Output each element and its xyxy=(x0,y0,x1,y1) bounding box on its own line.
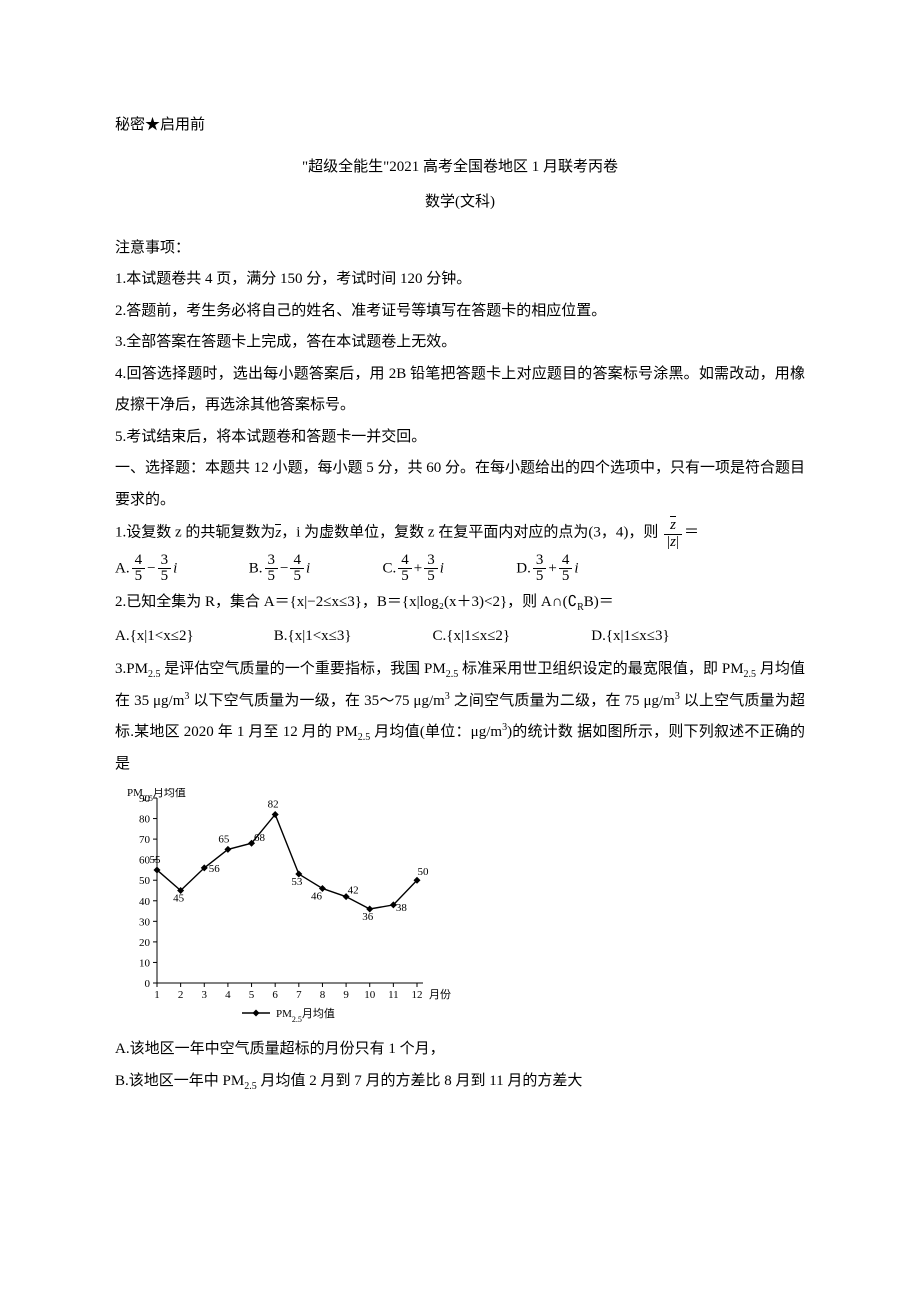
svg-text:50: 50 xyxy=(139,875,151,887)
q2-text: 2.已知全集为 R，集合 A＝{x|−2≤x≤3}，B＝{x|log₂(x＋3)… xyxy=(115,594,577,610)
instruction-item: 2.答题前，考生务必将自己的姓名、准考证号等填写在答题卡的相应位置。 xyxy=(115,296,805,328)
q1-text: ，i 为虚数单位，复数 z 在复平面内对应的点为(3，4)，则 xyxy=(281,525,658,541)
exam-subject: 数学(文科) xyxy=(115,187,805,219)
svg-text:2: 2 xyxy=(178,989,184,1001)
instruction-item: 5.考试结束后，将本试题卷和答题卡一并交回。 xyxy=(115,422,805,454)
option-a: A.{x|1<x≤2} xyxy=(115,621,270,653)
confidential-label: 秘密★启用前 xyxy=(115,110,805,142)
svg-text:月份: 月份 xyxy=(429,988,451,1001)
svg-text:80: 80 xyxy=(139,814,151,826)
option-c: C.{x|1≤x≤2} xyxy=(433,621,588,653)
svg-text:53: 53 xyxy=(291,876,303,888)
question-3: 3.PM2.5 是评估空气质量的一个重要指标，我国 PM2.5 标准采用世卫组织… xyxy=(115,654,805,780)
option-a: A.45−35i xyxy=(115,553,245,586)
option-d: D.35+45i xyxy=(516,553,646,586)
fraction-zbar-over-absz: z |z| xyxy=(664,516,682,551)
question-2: 2.已知全集为 R，集合 A＝{x|−2≤x≤3}，B＝{x|log₂(x＋3)… xyxy=(115,587,805,619)
q3-option-b: B.该地区一年中 PM2.5 月均值 2 月到 7 月的方差比 8 月到 11 … xyxy=(115,1066,805,1098)
question-2-options: A.{x|1<x≤2} B.{x|1<x≤3} C.{x|1≤x≤2} D.{x… xyxy=(115,621,805,653)
q1-text: 1.设复数 z 的共轭复数为 xyxy=(115,525,275,541)
instruction-item: 4.回答选择题时，选出每小题答案后，用 2B 铅笔把答题卡上对应题目的答案标号涂… xyxy=(115,359,805,422)
svg-text:38: 38 xyxy=(396,902,408,914)
instructions-heading: 注意事项： xyxy=(115,233,805,265)
exam-title: "超级全能生"2021 高考全国卷地区 1 月联考丙卷 xyxy=(115,152,805,184)
svg-text:90: 90 xyxy=(139,793,151,805)
instruction-item: 3.全部答案在答题卡上完成，答在本试题卷上无效。 xyxy=(115,327,805,359)
svg-text:45: 45 xyxy=(173,893,185,905)
q1-text: ＝ xyxy=(684,525,699,541)
subscript-r: R xyxy=(577,602,584,613)
question-1: 1.设复数 z 的共轭复数为z，i 为虚数单位，复数 z 在复平面内对应的点为(… xyxy=(115,516,805,551)
pm25-line-chart: PM2.5月均值01020304050607080901234567891011… xyxy=(115,788,455,1028)
svg-text:55: 55 xyxy=(150,854,162,866)
svg-text:30: 30 xyxy=(139,916,151,928)
svg-text:0: 0 xyxy=(145,978,151,990)
svg-text:46: 46 xyxy=(311,890,323,902)
svg-text:11: 11 xyxy=(388,989,399,1001)
svg-text:10: 10 xyxy=(364,989,376,1001)
svg-text:50: 50 xyxy=(418,866,430,878)
svg-text:8: 8 xyxy=(320,989,326,1001)
svg-text:PM2.5月均值: PM2.5月均值 xyxy=(276,1007,335,1024)
svg-text:20: 20 xyxy=(139,937,151,949)
option-b: B.35−45i xyxy=(249,553,379,586)
svg-text:3: 3 xyxy=(202,989,208,1001)
section-heading: 一、选择题：本题共 12 小题，每小题 5 分，共 60 分。在每小题给出的四个… xyxy=(115,453,805,516)
svg-text:10: 10 xyxy=(139,957,151,969)
svg-text:1: 1 xyxy=(154,989,160,1001)
svg-text:12: 12 xyxy=(412,989,423,1001)
svg-text:56: 56 xyxy=(209,863,221,875)
svg-text:5: 5 xyxy=(249,989,255,1001)
question-1-options: A.45−35i B.35−45i C.45+35i D.35+45i xyxy=(115,553,805,586)
option-b: B.{x|1<x≤3} xyxy=(274,621,429,653)
svg-text:9: 9 xyxy=(343,989,349,1001)
svg-text:36: 36 xyxy=(362,911,374,923)
svg-text:82: 82 xyxy=(268,798,279,810)
option-d: D.{x|1≤x≤3} xyxy=(591,621,746,653)
svg-text:68: 68 xyxy=(254,832,266,844)
svg-text:7: 7 xyxy=(296,989,302,1001)
svg-text:6: 6 xyxy=(272,989,278,1001)
q2-text: B)＝ xyxy=(584,594,614,610)
svg-text:70: 70 xyxy=(139,834,151,846)
svg-text:65: 65 xyxy=(218,833,230,845)
q3-option-a: A.该地区一年中空气质量超标的月份只有 1 个月， xyxy=(115,1034,805,1066)
svg-text:40: 40 xyxy=(139,896,151,908)
svg-text:PM2.5月均值: PM2.5月均值 xyxy=(127,788,186,803)
chart-svg: PM2.5月均值01020304050607080901234567891011… xyxy=(115,788,455,1028)
svg-text:4: 4 xyxy=(225,989,231,1001)
instruction-item: 1.本试题卷共 4 页，满分 150 分，考试时间 120 分钟。 xyxy=(115,264,805,296)
svg-text:42: 42 xyxy=(348,885,359,897)
option-c: C.45+35i xyxy=(383,553,513,586)
